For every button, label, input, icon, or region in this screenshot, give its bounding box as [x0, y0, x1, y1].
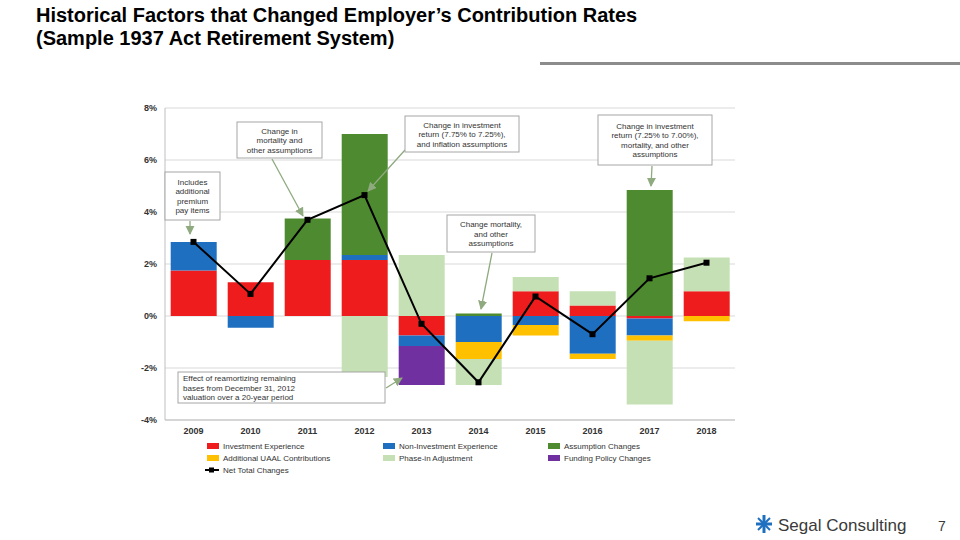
svg-text:premium: premium: [177, 197, 208, 206]
svg-text:and inflation assumptions: and inflation assumptions: [417, 140, 507, 149]
svg-text:and other: and other: [474, 230, 508, 239]
svg-text:2014: 2014: [468, 426, 488, 436]
svg-text:Net Total Changes: Net Total Changes: [223, 466, 289, 475]
svg-text:Phase-in Adjustment: Phase-in Adjustment: [399, 454, 473, 463]
html-text:Historical Factors that Change: Historical Factors that Changed Employer…: [36, 4, 638, 26]
svg-text:-4%: -4%: [141, 415, 157, 425]
svg-text:-2%: -2%: [141, 363, 157, 373]
svg-text:2018: 2018: [696, 426, 716, 436]
svg-text:return (7.75% to 7.25%),: return (7.75% to 7.25%),: [418, 130, 505, 139]
svg-text:valuation over a 20-year perio: valuation over a 20-year period: [183, 393, 293, 402]
svg-text:additional: additional: [175, 187, 209, 196]
svg-text:mortality and: mortality and: [257, 136, 303, 145]
svg-text:0%: 0%: [144, 311, 157, 321]
svg-text:2009: 2009: [183, 426, 203, 436]
svg-text:Change in investment: Change in investment: [423, 121, 501, 130]
svg-text:Effect of reamortizing remaini: Effect of reamortizing remaining: [183, 374, 296, 383]
svg-text:2013: 2013: [411, 426, 431, 436]
svg-text:2017: 2017: [639, 426, 659, 436]
svg-text:7: 7: [938, 518, 946, 534]
svg-text:Funding Policy Changes: Funding Policy Changes: [564, 454, 651, 463]
svg-text:2010: 2010: [240, 426, 260, 436]
svg-text:8%: 8%: [144, 103, 157, 113]
svg-text:Additional UAAL Contributions: Additional UAAL Contributions: [223, 454, 330, 463]
svg-text:Change in investment: Change in investment: [616, 122, 694, 131]
svg-text:assumptions: assumptions: [633, 150, 678, 159]
svg-text:Includes: Includes: [178, 178, 208, 187]
svg-text:return (7.25% to 7.00%),: return (7.25% to 7.00%),: [611, 131, 698, 140]
svg-text:2015: 2015: [525, 426, 545, 436]
svg-text:other assumptions: other assumptions: [247, 146, 312, 155]
svg-text:assumptions: assumptions: [469, 239, 514, 248]
svg-text:2012: 2012: [354, 426, 374, 436]
svg-text:pay items: pay items: [175, 206, 209, 215]
svg-text:Segal Consulting: Segal Consulting: [778, 516, 907, 535]
svg-text:bases from December 31, 2012: bases from December 31, 2012: [183, 384, 296, 393]
svg-text:6%: 6%: [144, 155, 157, 165]
svg-text:2016: 2016: [582, 426, 602, 436]
svg-text:mortality, and other: mortality, and other: [621, 141, 689, 150]
svg-text:2%: 2%: [144, 259, 157, 269]
svg-text:4%: 4%: [144, 207, 157, 217]
html-text:(Sample 1937 Act Retirement Sy: (Sample 1937 Act Retirement System): [36, 27, 395, 49]
svg-text:2011: 2011: [298, 426, 318, 436]
svg-text:Non-Investment Experience: Non-Investment Experience: [399, 442, 498, 451]
svg-text:Investment Experience: Investment Experience: [223, 442, 305, 451]
svg-text:Change in: Change in: [261, 127, 297, 136]
svg-text:Change mortality,: Change mortality,: [460, 220, 522, 229]
svg-text:Assumption Changes: Assumption Changes: [564, 442, 640, 451]
